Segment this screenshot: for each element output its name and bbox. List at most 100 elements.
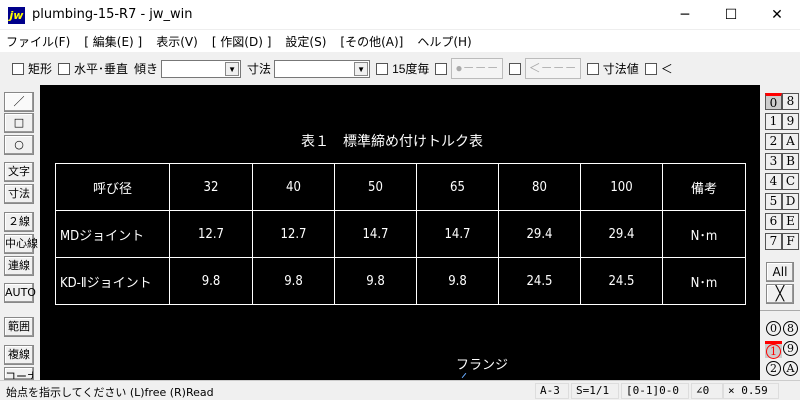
layer-button-B[interactable]: B (782, 153, 799, 170)
rectangle-tool[interactable]: □ (4, 113, 34, 133)
header-cell: 80 (498, 163, 581, 211)
dimension-tool[interactable]: 寸法 (4, 184, 34, 204)
circle-tool[interactable]: ○ (4, 135, 34, 155)
menu-view[interactable]: 表示(V) (156, 34, 198, 49)
center-line-tool[interactable]: 中心線 (4, 234, 38, 254)
table-cell: 14.7 (416, 210, 499, 258)
layer-group-label: 0 (766, 321, 781, 336)
corner-tool[interactable]: コーナー (4, 367, 34, 380)
layer-group-1[interactable]: 1 (765, 341, 782, 359)
table-cell: 9.8 (252, 257, 335, 305)
header-cell: 65 (416, 163, 499, 211)
layer-button-3[interactable]: 3 (765, 153, 782, 170)
layer-button-0[interactable]: 0 (765, 93, 782, 110)
all-layers-button[interactable]: All (766, 262, 794, 282)
line-tool[interactable]: ／ (4, 92, 34, 112)
layer-group-0[interactable]: 0 (765, 321, 782, 338)
layer-group-8[interactable]: 8 (782, 321, 799, 338)
header-cell: 50 (334, 163, 417, 211)
continuous-line-tool[interactable]: 連線 (4, 256, 34, 276)
table-cell: 9.8 (416, 257, 499, 305)
table-cell: 9.8 (169, 257, 253, 305)
header-cell: 備考 (662, 163, 746, 211)
dim-label: 寸法 (247, 62, 272, 76)
table-cell: 14.7 (334, 210, 417, 258)
tilt-combo[interactable]: ▼ (161, 59, 242, 78)
paper-size[interactable]: A-3 (535, 383, 569, 399)
double-line-tool[interactable]: ２線 (4, 212, 34, 232)
chevron-down-icon[interactable]: ▼ (354, 61, 369, 76)
arrow-checkbox[interactable] (508, 62, 521, 75)
deg15-checkbox[interactable] (376, 62, 389, 75)
dimval-checkbox[interactable] (586, 62, 599, 75)
menu-draw[interactable]: [ 作図(D) ] (211, 34, 272, 49)
zoom-level[interactable]: × 0.59 (723, 383, 779, 399)
table-cell: 29.4 (498, 210, 581, 258)
range-tool[interactable]: 範囲 (4, 317, 34, 337)
layer-button-1[interactable]: 1 (765, 113, 782, 130)
title-bar: jw plumbing-15-R7 - jw_win ─ ☐ ✕ (0, 0, 800, 30)
dimval-label: 寸法値 (602, 62, 639, 76)
point-checkbox[interactable] (435, 62, 448, 75)
tilt-label: 傾き (134, 62, 159, 76)
table-cell: N･m (662, 257, 746, 305)
scale[interactable]: S=1/1 (571, 383, 619, 399)
rect-label: 矩形 (28, 62, 53, 76)
table-cell: 12.7 (169, 210, 253, 258)
auto-tool[interactable]: AUTO (4, 283, 36, 303)
window-title: plumbing-15-R7 - jw_win (32, 7, 193, 22)
menu-bar: ファイル(F) [ 編集(E) ] 表示(V) [ 作図(D) ] 設定(S) … (0, 30, 800, 52)
row-label: MDジョイント (55, 210, 170, 258)
layer-button-5[interactable]: 5 (765, 193, 782, 210)
layer-group-label: 2 (766, 361, 781, 376)
table-cell: 29.4 (580, 210, 663, 258)
rect-checkbox[interactable] (12, 62, 24, 75)
app-logo: jw (8, 7, 25, 24)
minimize-button[interactable]: ─ (680, 7, 690, 23)
layer-button-4[interactable]: 4 (765, 173, 782, 190)
table-cell: 12.7 (252, 210, 335, 258)
lt-checkbox[interactable] (644, 62, 657, 75)
lt-label: ＜ (660, 62, 673, 76)
table-title: 表１ 標準締め付けトルク表 (301, 134, 483, 150)
layer-button-7[interactable]: 7 (765, 233, 782, 250)
hv-label: 水平･垂直 (74, 62, 129, 76)
layer-group-A[interactable]: A (782, 361, 799, 378)
left-toolbar: ／ □ ○ 文字 寸法 ２線 中心線 連線 AUTO 範囲 複線 コーナー (0, 85, 40, 380)
layer-button-8[interactable]: 8 (782, 93, 799, 110)
chevron-down-icon[interactable]: ▼ (225, 61, 240, 76)
layer-button-D[interactable]: D (782, 193, 799, 210)
layer-button-E[interactable]: E (782, 213, 799, 230)
close-button[interactable]: ✕ (771, 7, 783, 23)
layer-button-F[interactable]: F (782, 233, 799, 250)
text-tool[interactable]: 文字 (4, 162, 34, 182)
menu-settings[interactable]: 設定(S) (285, 34, 327, 49)
layer-group-label: 1 (766, 344, 781, 359)
hv-checkbox[interactable] (58, 62, 71, 75)
layer-group-label: 8 (783, 321, 798, 336)
layer-button-2[interactable]: 2 (765, 133, 782, 150)
table-row: KD-Ⅱジョイント 9.8 9.8 9.8 9.8 24.5 24.5 N･m (55, 257, 746, 305)
layer-button-6[interactable]: 6 (765, 213, 782, 230)
layer-group-9[interactable]: 9 (782, 341, 799, 358)
toolbar: 矩形 水平･垂直 傾き ▼ 寸法 ▼ 15度毎 ●－－－ ＜－－－ 寸法値 ＜ (0, 52, 800, 85)
maximize-button[interactable]: ☐ (724, 7, 738, 23)
point-button[interactable]: ●－－－ (451, 58, 503, 79)
layer-button-9[interactable]: 9 (782, 113, 799, 130)
menu-other[interactable]: [その他(A)] (340, 34, 404, 49)
layer-status[interactable]: [0-1]0-0 (621, 383, 689, 399)
arrow-button[interactable]: ＜－－－ (524, 58, 581, 79)
table-header-row: 呼び径 32 40 50 65 80 100 備考 (55, 163, 746, 211)
menu-file[interactable]: ファイル(F) (6, 34, 71, 49)
dim-combo[interactable]: ▼ (274, 59, 371, 78)
flange-label: フランジ (456, 358, 509, 373)
offset-tool[interactable]: 複線 (4, 345, 34, 365)
menu-edit[interactable]: [ 編集(E) ] (84, 34, 143, 49)
layer-button-C[interactable]: C (782, 173, 799, 190)
angle[interactable]: ∠0 (691, 383, 723, 399)
status-message: 始点を指示してください (L)free (R)Read (6, 386, 214, 399)
close-icon[interactable]: ╳ (766, 284, 794, 304)
layer-button-A[interactable]: A (782, 133, 799, 150)
menu-help[interactable]: ヘルプ(H) (417, 34, 472, 49)
layer-group-2[interactable]: 2 (765, 361, 782, 378)
